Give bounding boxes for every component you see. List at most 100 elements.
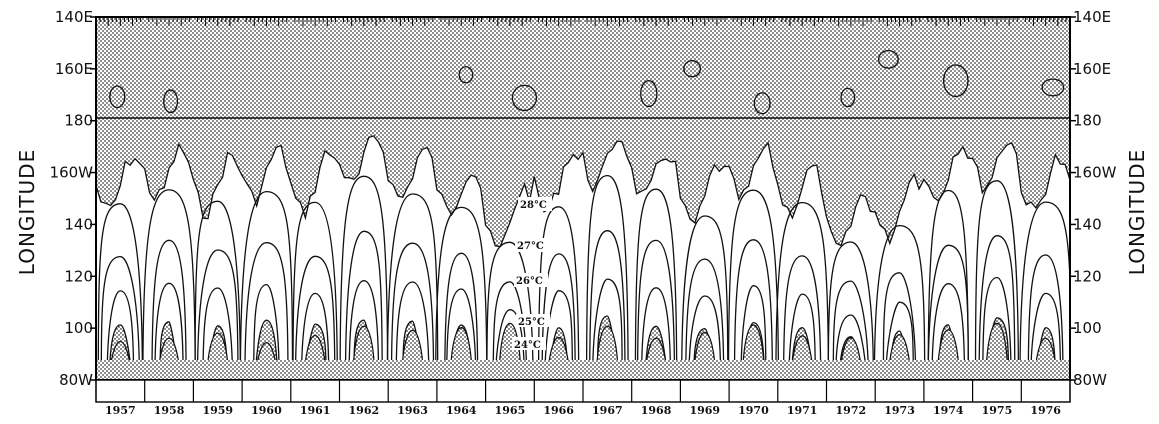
warm-pool-contour [640,80,658,108]
year-label-1969: 1969 [689,404,720,417]
warm-pool-contour [840,87,856,108]
isotherm-contour [931,283,966,380]
isotherm-contour [386,193,439,380]
isotherm-label-28: 28°C [520,200,547,211]
year-axis: 1957 1958 1959 1960 1961 1962 1963 1964 1965 1966… [95,379,1071,417]
isotherm-label-26: 26°C [516,276,543,287]
year-label-1960: 1960 [251,404,282,417]
y-axis-title-right: LONGITUDE [1125,149,1149,275]
isotherm-contour [294,255,336,380]
right-axis: 140E 160E 180 160W 140 120 100 80W [1070,8,1117,389]
isotherm-contour [494,309,525,380]
isotherm-contour [446,288,477,380]
isotherm-contour [194,200,242,380]
isotherm-contour [634,188,678,380]
isotherm-contour [444,252,479,380]
isotherm-contour [244,242,289,380]
isotherm-contour [585,174,629,380]
isotherm-contour [681,215,729,380]
isotherm-contour [885,301,914,380]
year-label-1974: 1974 [933,404,964,417]
isotherm-contour [788,293,816,380]
isotherm-contour [142,189,196,380]
isotherm-contour [344,230,383,380]
isotherm-contour [727,189,780,380]
warm-pool-contour [163,89,179,114]
right-tick-label: 140 [1073,215,1102,233]
isotherm-contour [292,201,338,380]
year-label-1965: 1965 [495,404,526,417]
left-tick-label: 100 [64,319,93,337]
warm-pool-contour [511,84,538,112]
year-label-1972: 1972 [836,404,867,417]
year-label-1964: 1964 [446,404,477,417]
left-tick-label: 80W [59,371,93,389]
right-tick-label: 180 [1073,112,1102,130]
left-tick-label: 140E [55,8,93,26]
isotherm-contour [100,255,141,380]
right-tick-label: 140E [1073,8,1111,26]
isotherm-contour [202,287,234,380]
isotherm-contour [733,239,774,380]
isotherm-contour [544,290,574,380]
isotherm-contour [239,190,294,380]
left-tick-label: 180 [64,112,93,130]
isotherm-contour [390,242,435,380]
year-label-1961: 1961 [300,404,331,417]
isotherm-contour [640,287,672,380]
right-tick-label: 160E [1073,60,1111,78]
right-tick-label: 100 [1073,319,1102,337]
isotherm-contour [339,175,389,380]
isotherm-contour [636,239,676,380]
isotherm-contour [685,258,725,380]
isotherm-contour [827,241,875,380]
isotherm-contour [782,255,822,380]
isotherm-contour [300,292,330,380]
isotherm-contour [486,241,534,380]
isotherm-contour [253,283,280,380]
warm-pool-region [96,17,1070,248]
right-tick-label: 80W [1073,371,1107,389]
warm-pool-contour [877,49,899,69]
warm-pool-contour [458,66,474,84]
isotherm-contour [106,290,135,380]
isotherm-contour [97,203,144,380]
isotherm-contour [1027,254,1064,380]
year-label-1968: 1968 [641,404,672,417]
year-label-1966: 1966 [543,404,574,417]
year-labels: 1957 1958 1959 1960 1961 1962 1963 1964 1965 1966… [105,404,1061,417]
isotherm-contour [982,276,1012,380]
left-axis: 140E 160E 180 160W 140 120 100 80W [50,8,96,389]
left-tick-label: 160E [55,60,93,78]
year-label-1973: 1973 [884,404,915,417]
isotherm-contour [589,230,626,380]
year-dividers [95,380,1071,402]
warm-pool-contour [753,92,771,115]
isotherm-contour [775,201,830,380]
right-tick-label: 160W [1073,164,1117,182]
right-tick-label: 120 [1073,267,1102,285]
year-label-1970: 1970 [738,404,769,417]
isotherm-label-25: 25°C [518,317,545,328]
isotherm-contour [832,280,870,380]
isotherm-contour [927,244,969,380]
year-label-1967: 1967 [592,404,623,417]
isotherm-contour [1019,201,1070,380]
year-label-1962: 1962 [349,404,380,417]
left-tick-label: 120 [64,267,93,285]
left-tick-label: 140 [64,215,93,233]
top-ticks [99,17,1067,26]
year-label-1975: 1975 [982,404,1013,417]
year-label-1958: 1958 [154,404,185,417]
y-axis-title-left: LONGITUDE [15,149,39,275]
warm-pool-contour [942,64,969,98]
isotherm-label-24: 24°C [514,340,541,351]
isotherm-contour [974,180,1020,380]
isotherm-contour [1030,292,1062,380]
isotherm-contour [151,239,187,380]
isotherm-contour [882,272,917,380]
year-label-1976: 1976 [1030,404,1061,417]
year-label-1963: 1963 [397,404,428,417]
isotherm-contour [873,224,926,380]
